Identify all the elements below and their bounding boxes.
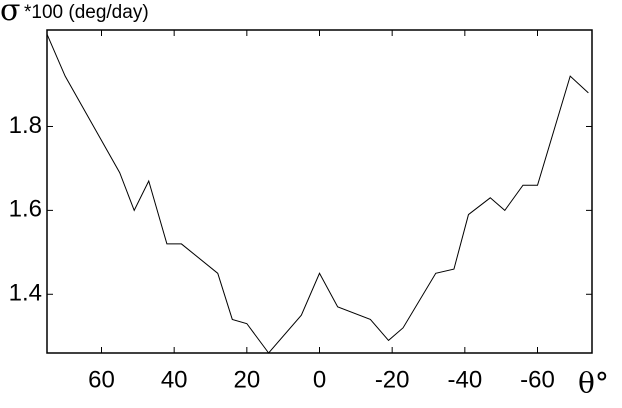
- x-tick-label: 0: [313, 366, 326, 393]
- y-axis-label: *100 (deg/day): [24, 2, 149, 23]
- x-tick-label: 20: [233, 366, 260, 393]
- plot-frame: [46, 29, 593, 354]
- x-tick-label: 60: [88, 366, 115, 393]
- x-axis-label: θ°: [578, 367, 609, 400]
- data-line: [46, 33, 589, 354]
- y-tick-label: 1.6: [9, 196, 42, 223]
- x-tick-label: -40: [447, 366, 482, 393]
- y-axis-symbol: σ: [0, 0, 20, 28]
- x-tick-label: 40: [161, 366, 188, 393]
- x-tick-label: -60: [520, 366, 555, 393]
- y-tick-label: 1.4: [9, 280, 42, 307]
- y-tick-label: 1.8: [9, 112, 42, 139]
- x-tick-label: -20: [375, 366, 410, 393]
